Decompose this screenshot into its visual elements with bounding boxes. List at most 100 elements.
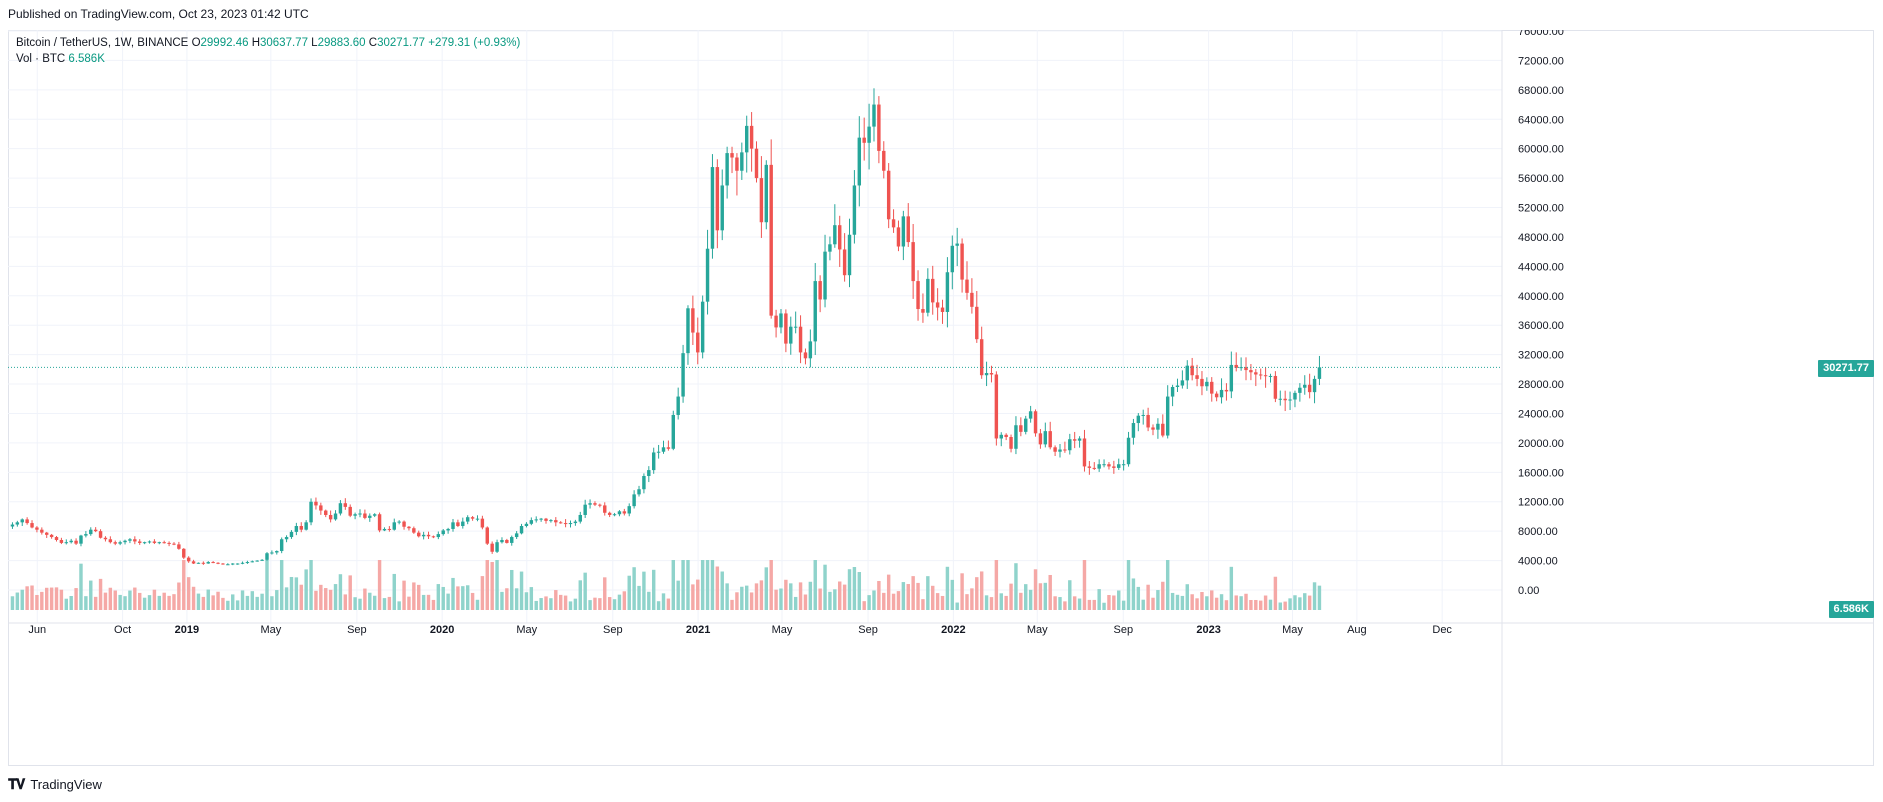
candle-body [715,167,720,231]
candle-body [387,528,392,530]
candle-body [157,542,162,544]
volume-bar [1195,598,1199,610]
volume-bar [671,560,675,610]
candle-body [705,248,710,302]
candle-body [906,216,910,243]
volume-bar [328,589,333,610]
volume-bar [823,564,827,610]
volume-bar [182,560,186,610]
candle-body [113,542,117,544]
candle-body [1024,418,1028,432]
candle-body [255,560,259,562]
price-tick-label: 20000.00 [1518,438,1564,450]
volume-bar [294,577,299,610]
chart-frame [8,30,1874,766]
candle-body [324,510,328,515]
candle-body [637,489,641,495]
price-tick-label: 56000.00 [1518,173,1564,185]
candle-body [1303,384,1307,388]
volume-bar [945,566,950,610]
time-tick-label: Sep [347,624,367,636]
volume-bar [324,588,328,610]
candle-body [108,539,113,543]
candle-body [1141,414,1145,416]
candle-body [304,522,308,530]
volume-bar [167,595,171,610]
volume-bar [1024,584,1028,610]
candle-body [1180,380,1185,386]
candle-body [368,515,372,518]
legend-volume-label[interactable]: Vol · BTC [16,53,66,65]
volume-bar [833,589,837,610]
volume-bar [480,576,485,610]
volume-bar [10,596,15,610]
volume-bar [255,596,259,610]
time-axis: Jun Oct 2019 May Sep 2020 May Sep 2021 May Sep 2022… [8,622,1874,636]
volume-bar [118,594,122,610]
candle-body [328,514,333,520]
price-tick-label: 76000.00 [1518,30,1564,38]
volume-bar [681,560,685,610]
volume-bar [79,563,83,610]
candle-body [793,326,798,328]
volume-bar [1102,602,1106,610]
candle-body [319,505,323,511]
time-tick-label: May [1027,624,1048,636]
candle-body [265,553,269,560]
candle-body [833,225,837,245]
candle-body [275,551,279,553]
candle-body [632,494,636,507]
volume-bar [1068,580,1072,610]
candle-body [867,126,871,143]
volume-bar [857,572,862,610]
candle-body [333,513,338,520]
candle-body [1288,399,1292,401]
volume-bar [950,579,955,610]
candle-body [490,543,494,552]
chart-canvas[interactable]: 76000.00 72000.00 68000.00 64000.00 60000.00… [8,30,1874,766]
candle-body [216,562,220,564]
candle-body [382,528,387,531]
volume-bar [93,596,98,610]
volume-bar [211,595,215,610]
candle-body [1019,425,1023,432]
volume-bar [1293,595,1297,610]
legend-symbol[interactable]: Bitcoin / TetherUS, 1W, BINANCE [16,37,189,49]
candle-body [485,527,489,544]
footer-brand[interactable]: 𝐓𝐕 TradingView [8,776,102,793]
candle-body [524,523,529,527]
time-tick-label: May [1282,624,1303,636]
volume-bar [1063,601,1067,610]
volume-bar [152,589,157,610]
candle-body [1033,411,1038,434]
volume-bar [603,577,607,610]
candle-body [289,531,294,538]
volume-bar [1053,596,1057,610]
volume-bar [637,585,641,610]
candle-body [1244,367,1248,371]
candle-body [162,542,166,544]
candle-body [735,157,739,171]
candle-body [407,526,411,529]
volume-bar [808,581,813,610]
candle-body [1298,387,1302,393]
candle-body [1146,414,1150,428]
candle-body [1121,464,1126,466]
candle-body [696,332,700,353]
candle-body [1131,423,1136,438]
candle-body [1234,364,1238,368]
candle-body [529,520,534,524]
price-tick-label: 36000.00 [1518,320,1564,332]
time-tick-label: Jun [28,624,46,636]
volume-bar [196,593,201,610]
candle-body [691,308,695,333]
volume-bar [1190,594,1194,610]
candle-body [1200,378,1204,387]
candle-body [916,281,920,310]
volume-bar [1151,597,1155,610]
volume-bar [343,594,348,610]
volume-bar [549,598,553,610]
candle-body [128,539,132,541]
volume-bar [59,589,64,610]
volume-bar [348,575,352,610]
